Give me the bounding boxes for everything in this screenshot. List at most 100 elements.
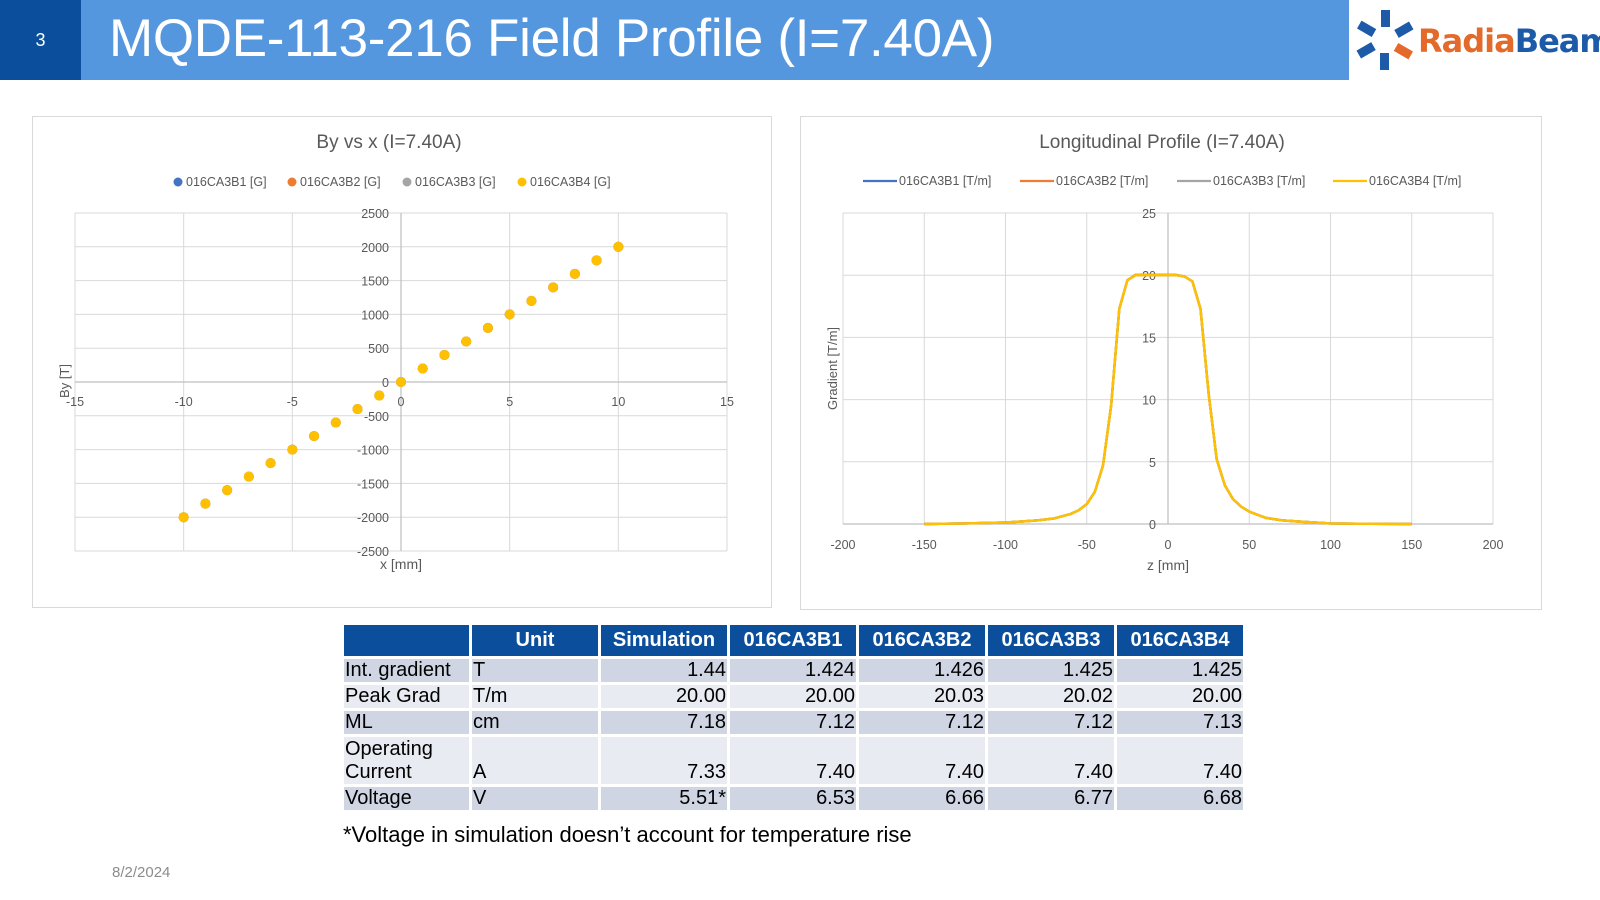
x-tick-label: -50 — [1078, 538, 1096, 552]
data-point — [461, 336, 472, 347]
table-cell: 1.425 — [988, 659, 1114, 682]
slide-date: 8/2/2024 — [112, 864, 171, 881]
x-tick-label: 5 — [506, 395, 513, 409]
y-tick-label: 5 — [1149, 456, 1156, 470]
row-unit: A — [472, 737, 598, 784]
table-cell: 20.00 — [730, 685, 856, 708]
slide-number: 3 — [0, 0, 81, 80]
y-tick-label: 10 — [1142, 394, 1156, 408]
x-tick-label: 200 — [1483, 538, 1504, 552]
legend-label: 016CA3B4 [T/m] — [1369, 174, 1461, 188]
table-cell: 7.33 — [601, 737, 727, 784]
table-cell: 6.53 — [730, 787, 856, 810]
table-cell: 1.44 — [601, 659, 727, 682]
x-tick-label: 50 — [1242, 538, 1256, 552]
legend-marker — [402, 177, 412, 187]
y-tick-label: 15 — [1142, 331, 1156, 345]
y-tick-label: 0 — [1149, 518, 1156, 532]
data-point — [178, 512, 189, 523]
table-cell: 6.66 — [859, 787, 985, 810]
row-unit: V — [472, 787, 598, 810]
logo-wordmark: RadiaBeam — [1418, 22, 1600, 60]
y-tick-label: 1000 — [361, 308, 389, 322]
legend-label: 016CA3B3 [T/m] — [1213, 174, 1305, 188]
table-header-cell: 016CA3B4 — [1117, 625, 1243, 656]
legend-label: 016CA3B3 [G] — [415, 175, 496, 189]
data-point — [504, 309, 515, 320]
table-header-cell — [344, 625, 469, 656]
table-cell: 6.77 — [988, 787, 1114, 810]
company-logo: RadiaBeam — [1355, 6, 1600, 76]
y-tick-label: 2500 — [361, 207, 389, 221]
x-tick-label: -200 — [830, 538, 855, 552]
table-cell: 7.12 — [988, 711, 1114, 734]
table-cell: 7.40 — [988, 737, 1114, 784]
x-tick-label: 0 — [398, 395, 405, 409]
chart-title: By vs x (I=7.40A) — [316, 132, 461, 153]
x-tick-label: 15 — [720, 395, 734, 409]
data-point — [265, 458, 276, 469]
chart-title: Longitudinal Profile (I=7.40A) — [1039, 132, 1285, 153]
x-tick-label: -150 — [912, 538, 937, 552]
x-tick-label: 100 — [1320, 538, 1341, 552]
table-cell: 20.00 — [1117, 685, 1243, 708]
y-tick-label: 2000 — [361, 241, 389, 255]
legend-label: 016CA3B2 [T/m] — [1056, 174, 1148, 188]
data-point — [287, 444, 298, 455]
legend-label: 016CA3B2 [G] — [300, 175, 381, 189]
table-header-row: Unit Simulation 016CA3B1 016CA3B2 016CA3… — [344, 625, 1243, 656]
y-tick-label: -1000 — [357, 444, 389, 458]
data-point — [613, 241, 624, 252]
table-cell: 7.12 — [730, 711, 856, 734]
y-tick-label: -500 — [364, 410, 389, 424]
row-unit: cm — [472, 711, 598, 734]
data-point — [374, 390, 385, 401]
data-point — [222, 485, 233, 496]
legend-marker — [287, 177, 297, 187]
table-header-cell: 016CA3B1 — [730, 625, 856, 656]
table-row: ML cm 7.18 7.12 7.12 7.12 7.13 — [344, 711, 1243, 734]
y-tick-label: -1500 — [357, 477, 389, 491]
data-point — [591, 255, 602, 266]
logo-starburst-icon — [1356, 10, 1414, 70]
table-cell: 20.00 — [601, 685, 727, 708]
longitudinal-profile-chart-svg: Longitudinal Profile (I=7.40A) 016CA3B1 [… — [825, 132, 1504, 573]
x-tick-label: -5 — [287, 395, 298, 409]
y-axis-title: By [T] — [57, 364, 72, 398]
row-label: ML — [344, 711, 469, 734]
table-cell: 7.40 — [859, 737, 985, 784]
data-point — [330, 417, 341, 428]
data-point — [439, 349, 450, 360]
table-footnote: *Voltage in simulation doesn’t account f… — [343, 822, 912, 847]
row-label: Operating Current — [344, 737, 469, 784]
table-row: Int. gradient T 1.44 1.424 1.426 1.425 1… — [344, 659, 1243, 682]
table-cell: 20.03 — [859, 685, 985, 708]
table-header-cell: 016CA3B2 — [859, 625, 985, 656]
table-cell: 1.424 — [730, 659, 856, 682]
x-tick-label: -15 — [66, 395, 84, 409]
x-tick-label: 150 — [1401, 538, 1422, 552]
data-point — [417, 363, 428, 374]
table-cell: 5.51* — [601, 787, 727, 810]
legend-label: 016CA3B4 [G] — [530, 175, 611, 189]
x-axis-title: z [mm] — [1147, 557, 1189, 573]
row-label: Voltage — [344, 787, 469, 810]
data-point — [243, 471, 254, 482]
results-table: Unit Simulation 016CA3B1 016CA3B2 016CA3… — [341, 622, 1246, 813]
x-tick-label: 10 — [611, 395, 625, 409]
table-cell: 1.425 — [1117, 659, 1243, 682]
table-cell: 7.12 — [859, 711, 985, 734]
y-tick-label: -2000 — [357, 511, 389, 525]
row-unit: T — [472, 659, 598, 682]
row-label: Peak Grad — [344, 685, 469, 708]
data-point — [200, 498, 211, 509]
data-point — [526, 295, 537, 306]
by-vs-x-chart-svg: By vs x (I=7.40A) 016CA3B1 [G] 016CA3B2 [G… — [57, 132, 734, 572]
table-cell: 6.68 — [1117, 787, 1243, 810]
data-point — [548, 282, 559, 293]
table-cell: 20.02 — [988, 685, 1114, 708]
table-row: Peak Grad T/m 20.00 20.00 20.03 20.02 20… — [344, 685, 1243, 708]
y-tick-label: 0 — [382, 376, 389, 390]
by-vs-x-chart: By vs x (I=7.40A) 016CA3B1 [G] 016CA3B2 [G… — [32, 116, 772, 608]
table-row: Operating Current A 7.33 7.40 7.40 7.40 … — [344, 737, 1243, 784]
